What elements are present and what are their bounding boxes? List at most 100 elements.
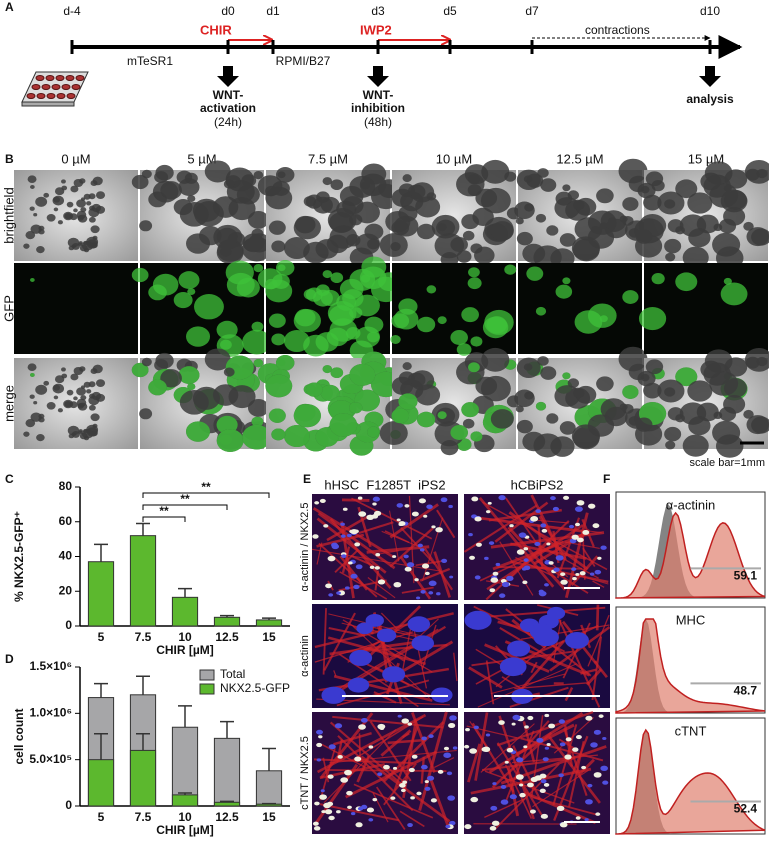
nucleus xyxy=(378,579,385,584)
nucleus xyxy=(543,757,549,761)
aggregate xyxy=(142,170,152,179)
bar xyxy=(214,738,239,806)
aggregate xyxy=(91,225,100,233)
nucleus xyxy=(393,582,401,587)
nucleus xyxy=(548,724,555,729)
x-tick-label: 10 xyxy=(178,630,192,644)
nucleus xyxy=(505,761,509,764)
aggregate xyxy=(546,225,558,235)
x-tick-label: 10 xyxy=(178,810,192,824)
aggregate xyxy=(224,367,235,376)
nucleus xyxy=(367,807,374,812)
bar xyxy=(172,597,197,626)
aggregate xyxy=(58,220,63,224)
aggregate xyxy=(38,414,44,419)
aggregate xyxy=(636,230,653,244)
aggregate xyxy=(229,197,256,220)
nucleus xyxy=(582,530,589,535)
nucleus xyxy=(492,821,500,826)
nucleus xyxy=(441,497,448,502)
image xyxy=(312,604,458,708)
aggregate xyxy=(30,185,35,189)
nucleus xyxy=(594,772,602,778)
aggregate xyxy=(155,353,173,369)
nucleus xyxy=(523,745,527,748)
image xyxy=(380,160,521,267)
nucleus xyxy=(412,635,435,651)
gfp xyxy=(367,427,380,438)
nucleus xyxy=(412,512,419,517)
gfp xyxy=(536,307,546,316)
aggregate xyxy=(70,374,78,381)
nucleus xyxy=(328,775,334,779)
nucleus xyxy=(575,506,583,512)
error-bar xyxy=(136,676,150,695)
aggregate xyxy=(63,212,73,221)
gfp xyxy=(438,316,447,324)
aggregate xyxy=(86,389,91,393)
significance: ** xyxy=(201,480,211,494)
nucleus xyxy=(348,678,370,693)
gfp xyxy=(470,431,482,441)
step: activation xyxy=(200,101,256,115)
aggregate xyxy=(63,400,73,409)
aggregate xyxy=(331,179,344,190)
row-label: merge xyxy=(1,385,16,422)
aggregate xyxy=(96,394,105,402)
nucleus xyxy=(358,724,366,729)
aggregate xyxy=(588,226,614,248)
aggregate xyxy=(77,399,87,407)
gfp xyxy=(468,277,482,289)
nucleus xyxy=(571,567,576,571)
nucleus xyxy=(560,572,565,576)
nucleus xyxy=(585,818,589,821)
day-label: d7 xyxy=(525,4,539,18)
aggregate xyxy=(403,174,412,182)
marker-label: MHC xyxy=(676,612,706,627)
aggregate xyxy=(441,440,459,455)
nucleus xyxy=(341,554,346,558)
nucleus xyxy=(585,799,593,804)
nucleus xyxy=(375,566,380,570)
nucleus xyxy=(314,802,320,806)
nucleus xyxy=(496,563,501,566)
nucleus xyxy=(590,573,594,576)
aggregate xyxy=(61,186,67,191)
day-label: d5 xyxy=(443,4,457,18)
gfp xyxy=(622,290,638,304)
aggregate xyxy=(68,426,79,436)
nucleus xyxy=(448,723,455,728)
aggregate xyxy=(93,177,103,186)
gfp xyxy=(294,309,321,332)
aggregate xyxy=(391,220,409,235)
nucleus xyxy=(464,745,469,749)
gfp xyxy=(265,280,292,303)
gfp xyxy=(148,285,167,301)
nucleus xyxy=(393,767,397,770)
image xyxy=(514,347,649,458)
gfp xyxy=(622,385,638,399)
gfp xyxy=(174,292,193,308)
nucleus xyxy=(544,583,549,586)
scale-note: scale bar=1mm xyxy=(689,457,765,469)
nucleus xyxy=(560,580,567,585)
nucleus xyxy=(502,582,510,587)
nucleus xyxy=(325,809,332,814)
nucleus xyxy=(490,806,497,811)
nucleus xyxy=(422,564,429,569)
aggregate xyxy=(687,380,712,401)
y-axis-label: % NKX2.5-GFP⁺ xyxy=(12,511,26,602)
gfp xyxy=(186,326,210,346)
bar xyxy=(172,795,197,806)
gfp xyxy=(427,285,437,293)
nucleus xyxy=(524,558,529,562)
gfp xyxy=(390,335,400,344)
gfp xyxy=(186,421,210,441)
image xyxy=(132,261,271,358)
error-bar xyxy=(220,722,234,739)
bar xyxy=(214,802,239,806)
aggregate xyxy=(179,178,200,196)
aggregate xyxy=(683,435,709,457)
aggregate xyxy=(61,374,67,379)
nucleus xyxy=(436,592,441,595)
